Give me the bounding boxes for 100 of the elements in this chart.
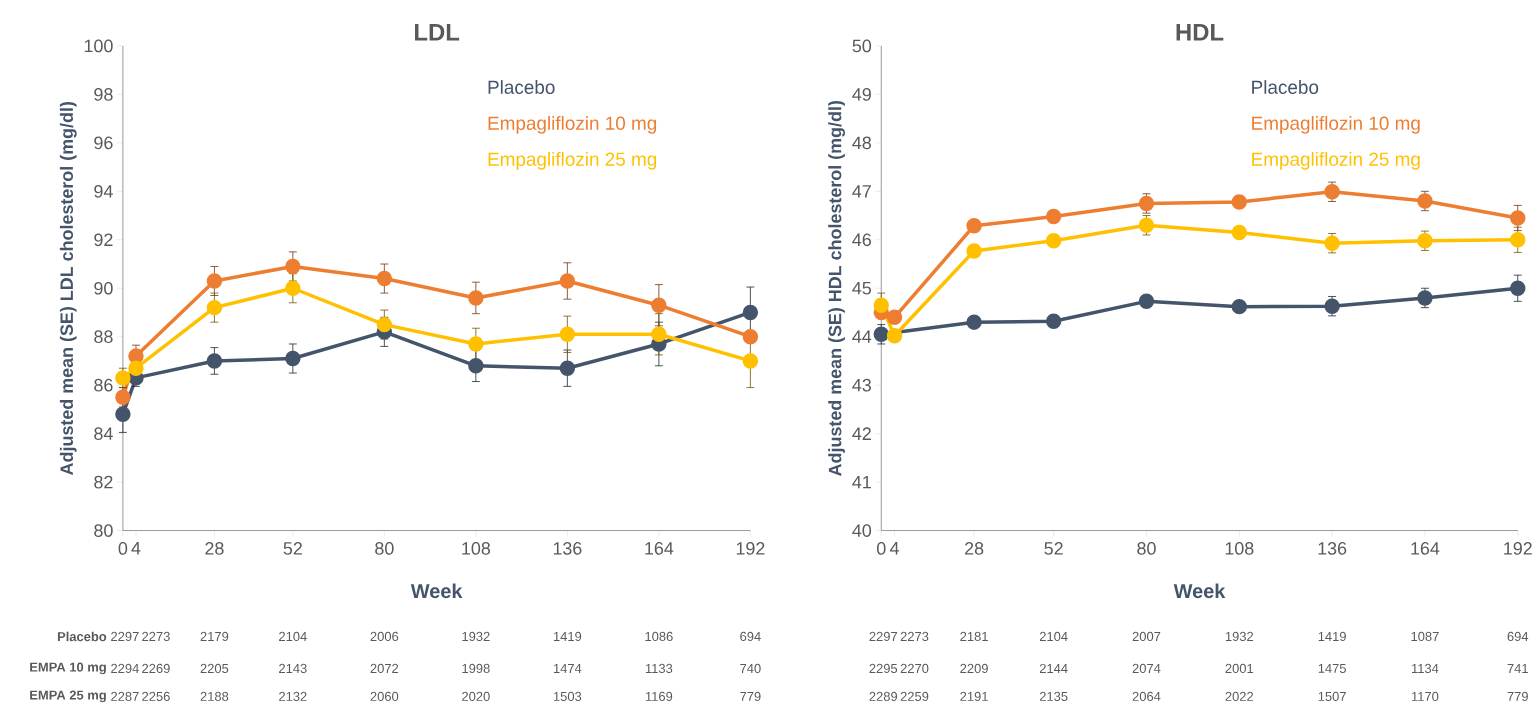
x-tick-label: 164 [645, 541, 674, 555]
text: 1932 [1225, 631, 1254, 641]
y-tick-label: 98 [94, 87, 113, 101]
y-tick-label: 48 [852, 136, 871, 150]
y-tick-label: 96 [94, 136, 113, 150]
y-tick-label: 80 [94, 524, 113, 537]
y-tick-label: 49 [852, 87, 871, 101]
text: Empagliflozin 25 mg [1252, 151, 1420, 170]
text: 1134 [1412, 663, 1439, 673]
x-axis-title: Week [1173, 583, 1226, 598]
x-tick-label: 136 [553, 541, 582, 555]
text: 2143 [279, 663, 307, 673]
text: 2295 [869, 663, 898, 673]
text: 1086 [645, 631, 673, 641]
y-tick-label: 43 [852, 378, 871, 392]
x-tick-label: 28 [205, 541, 224, 555]
text: 1170 [1412, 691, 1439, 701]
text: 2273 [900, 631, 929, 641]
text: 2064 [1132, 691, 1161, 701]
y-tick-label: 94 [94, 184, 113, 198]
x-tick-label: 28 [965, 541, 984, 555]
x-tick-label: 192 [736, 541, 765, 555]
text: 2072 [370, 663, 399, 673]
text: 694 [740, 631, 761, 641]
text: 1932 [462, 631, 490, 641]
chart-title: HDL [1176, 23, 1224, 41]
x-tick-label: 164 [1411, 541, 1440, 555]
text: Placebo [57, 631, 107, 642]
text: 694 [1507, 631, 1529, 641]
text: 1998 [462, 663, 490, 673]
y-tick-label: 90 [94, 281, 113, 295]
x-tick-label: 80 [1137, 541, 1156, 555]
y-tick-label: 46 [852, 233, 871, 246]
text: Placebo [1252, 79, 1319, 94]
text: Empagliflozin 10 mg [1252, 115, 1420, 134]
text: 2007 [1132, 631, 1161, 641]
x-tick-label: 108 [1225, 541, 1254, 555]
text: 2104 [279, 631, 307, 641]
x-tick-label: 108 [462, 541, 491, 555]
y-tick-label: 88 [94, 330, 113, 343]
y-tick-label: 82 [94, 475, 113, 489]
x-tick-label: 0 [118, 541, 128, 555]
text: 2060 [370, 691, 399, 701]
chart-title: LDL [415, 23, 460, 41]
text: 1169 [645, 691, 673, 701]
x-tick-label: 4 [131, 541, 141, 555]
x-tick-label: 192 [1504, 541, 1532, 555]
text: 2209 [960, 663, 988, 673]
text: 1503 [553, 691, 582, 701]
text: 2270 [900, 663, 929, 673]
text: 2006 [370, 631, 399, 641]
text: 2181 [960, 631, 988, 641]
text: 741 [1507, 663, 1528, 673]
text: 2256 [142, 691, 170, 701]
x-tick-label: 52 [1044, 541, 1063, 555]
text: 779 [740, 691, 761, 701]
text: 1133 [645, 663, 673, 673]
text: 1087 [1411, 631, 1439, 641]
text: Placebo [488, 79, 555, 94]
text: 2294 [111, 663, 139, 673]
text: 779 [1507, 691, 1528, 701]
text: 2020 [462, 691, 490, 701]
text: 2269 [142, 663, 170, 673]
y-tick-label: 41 [852, 475, 871, 489]
x-tick-label: 80 [375, 541, 394, 555]
text: 2297 [869, 631, 898, 641]
x-tick-label: 52 [283, 541, 302, 555]
text: 2205 [200, 663, 229, 673]
y-tick-label: 44 [852, 330, 872, 343]
y-axis-title: Adjusted mean (SE) HDL cholesterol (mg/dl) [828, 100, 845, 476]
text: EMPA 25 mg [30, 690, 106, 703]
x-axis-title: Week [410, 583, 463, 598]
y-tick-label: 40 [852, 524, 872, 537]
text: 1475 [1318, 663, 1346, 673]
y-tick-label: 84 [94, 427, 113, 440]
y-tick-label: 86 [94, 378, 113, 392]
y-tick-label: 45 [852, 281, 872, 295]
text: 740 [740, 663, 761, 673]
text: 2074 [1132, 663, 1161, 673]
text: 2001 [1225, 663, 1254, 673]
text: 2273 [142, 631, 170, 641]
text: 2297 [111, 631, 139, 641]
text: EMPA 10 mg [30, 662, 106, 675]
text: 1419 [1318, 631, 1346, 641]
text: 2179 [200, 631, 229, 641]
text: 2287 [111, 691, 139, 701]
x-tick-label: 136 [1318, 541, 1347, 555]
text: 2135 [1039, 691, 1068, 701]
text: 2188 [200, 691, 229, 701]
text: 2289 [869, 691, 898, 701]
text: 1507 [1318, 691, 1346, 701]
y-tick-label: 92 [94, 233, 113, 246]
text: 2259 [900, 691, 929, 701]
text: 2022 [1225, 691, 1254, 701]
text: 2104 [1039, 631, 1068, 641]
y-tick-label: 50 [852, 39, 872, 53]
text: 2132 [279, 691, 307, 701]
x-tick-label: 4 [889, 541, 899, 555]
text: Empagliflozin 10 mg [488, 115, 657, 134]
text: 1419 [553, 631, 582, 641]
